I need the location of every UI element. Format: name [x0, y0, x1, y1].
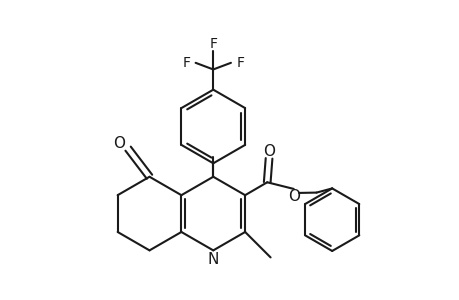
Text: F: F: [209, 37, 217, 51]
Text: F: F: [182, 56, 190, 70]
Text: O: O: [113, 136, 125, 151]
Text: F: F: [236, 56, 244, 70]
Text: N: N: [207, 252, 218, 267]
Text: O: O: [263, 144, 274, 159]
Text: O: O: [287, 189, 299, 204]
